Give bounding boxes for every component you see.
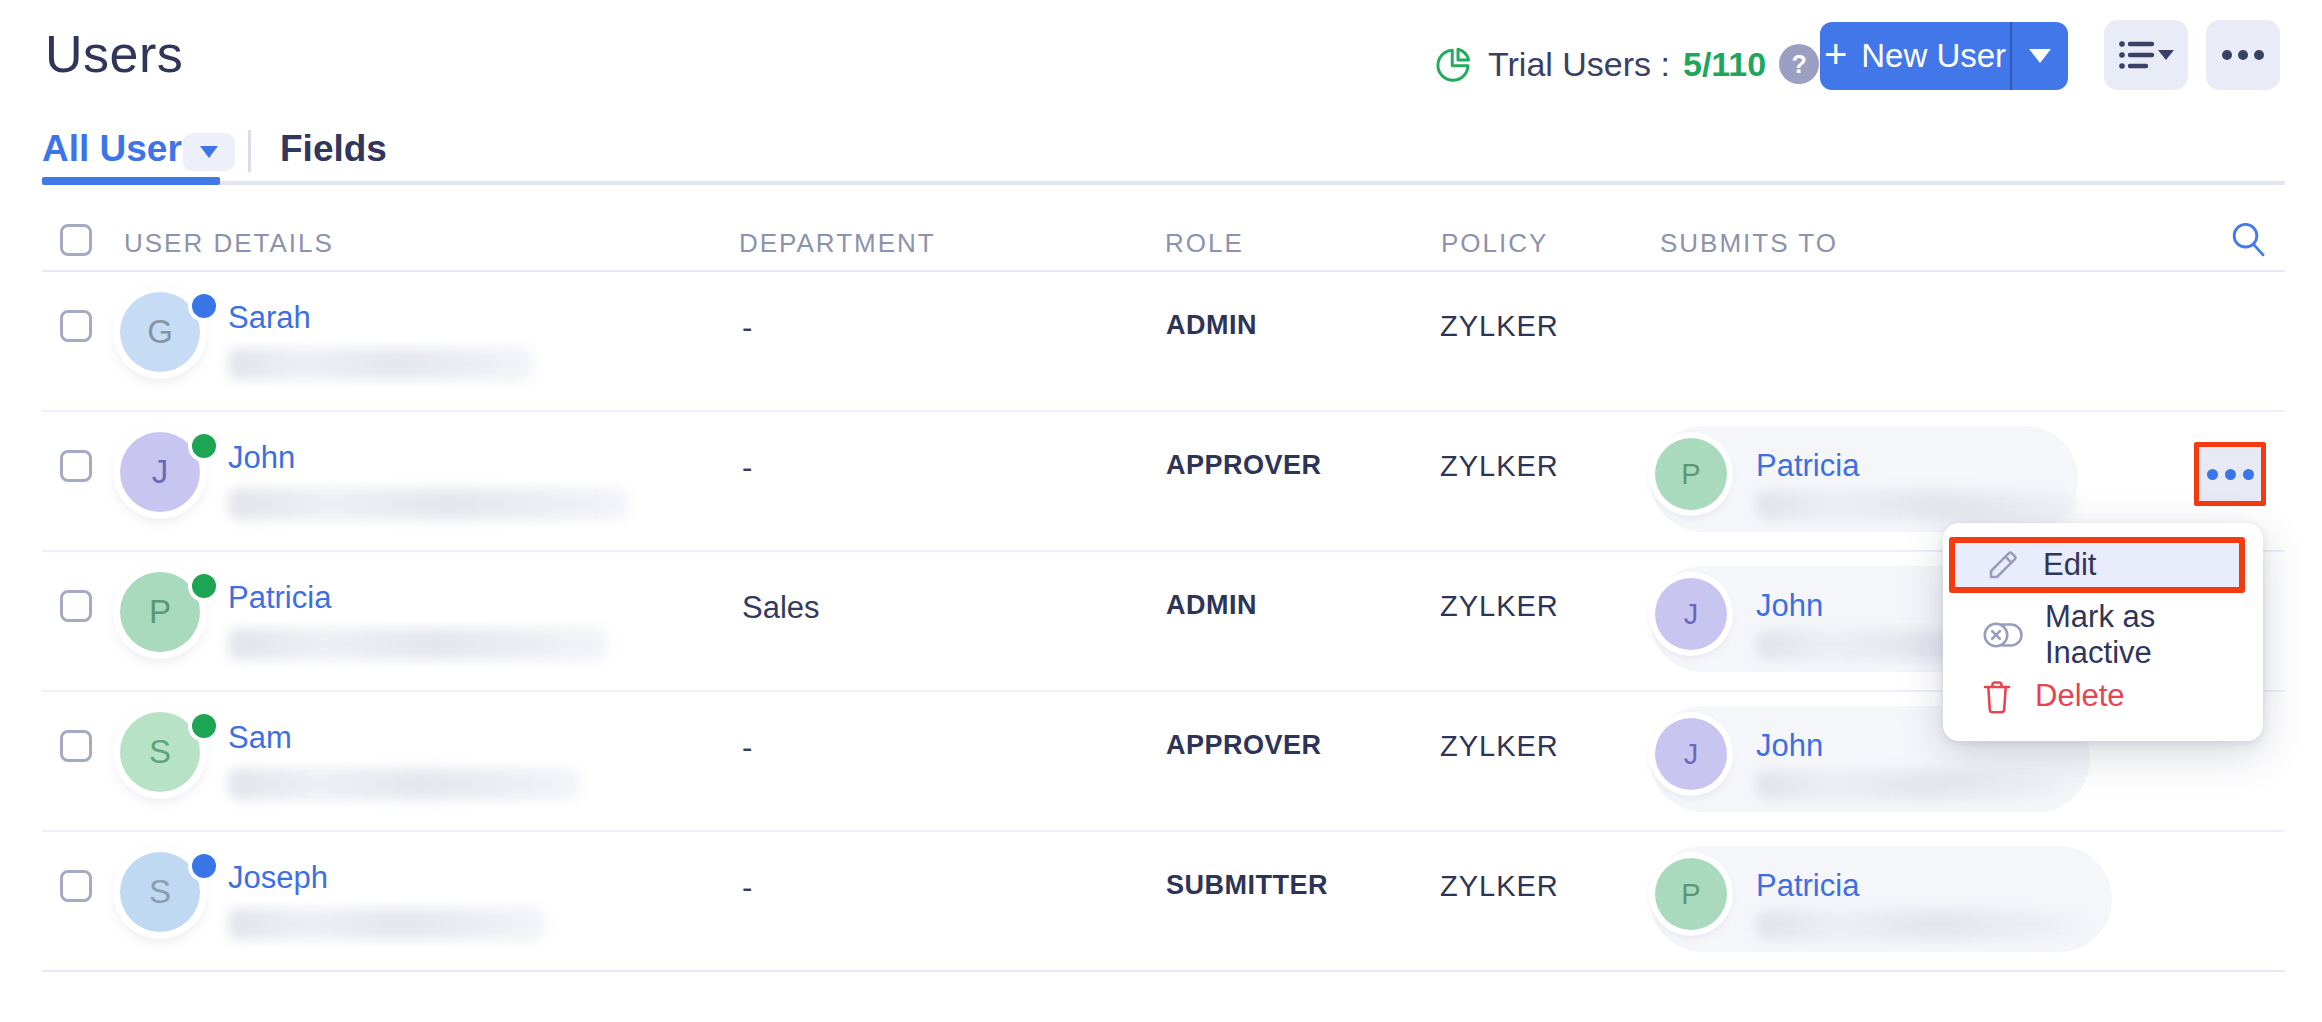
- tab-fields[interactable]: Fields: [280, 128, 387, 170]
- all-users-dropdown[interactable]: [183, 133, 235, 171]
- row-checkbox[interactable]: [60, 310, 92, 342]
- role-value: ADMIN: [1166, 590, 1257, 621]
- avatar: P: [1655, 438, 1727, 510]
- blurred-email: [1756, 490, 2076, 520]
- user-name-link[interactable]: Sam: [228, 720, 292, 756]
- row-checkbox[interactable]: [60, 730, 92, 762]
- submits-to-name-link[interactable]: John: [1756, 728, 1823, 764]
- menu-item-delete[interactable]: Delete: [1959, 668, 2247, 724]
- row-actions-menu: Edit Mark as Inactive Delete: [1943, 523, 2263, 741]
- search-icon[interactable]: [2228, 218, 2268, 260]
- blurred-email: [228, 768, 580, 800]
- plus-icon: +: [1824, 34, 1847, 74]
- department-value: -: [742, 310, 752, 346]
- select-all-checkbox[interactable]: [60, 224, 92, 256]
- department-value: -: [742, 870, 752, 906]
- menu-item-label: Delete: [2035, 678, 2125, 714]
- col-submits-to: SUBMITS TO: [1660, 228, 1838, 259]
- menu-item-edit[interactable]: Edit: [1949, 537, 2245, 593]
- tab-divider: [248, 130, 251, 172]
- status-dot: [188, 290, 220, 322]
- status-dot: [188, 850, 220, 882]
- trial-users-label: Trial Users :: [1488, 45, 1670, 84]
- table-header: USER DETAILS DEPARTMENT ROLE POLICY SUBM…: [42, 212, 2285, 272]
- department-value: -: [742, 450, 752, 486]
- active-tab-underline: [42, 177, 220, 185]
- policy-value: ZYLKER: [1440, 730, 1559, 763]
- menu-item-mark-inactive[interactable]: Mark as Inactive: [1959, 607, 2247, 663]
- blurred-email: [228, 908, 546, 940]
- list-view-icon: [2118, 36, 2174, 74]
- role-value: SUBMITTER: [1166, 870, 1328, 901]
- avatar: J: [1655, 578, 1727, 650]
- pie-chart-icon: [1433, 43, 1475, 85]
- user-name-link[interactable]: Sarah: [228, 300, 311, 336]
- page-title: Users: [45, 24, 183, 84]
- row-checkbox[interactable]: [60, 590, 92, 622]
- row-checkbox[interactable]: [60, 450, 92, 482]
- blurred-email: [1756, 910, 2086, 940]
- policy-value: ZYLKER: [1440, 590, 1559, 623]
- submits-to-chip: P Patricia: [1650, 426, 2078, 532]
- col-role: ROLE: [1165, 228, 1244, 259]
- tab-all-users[interactable]: All Users: [42, 128, 202, 170]
- trial-users-count: 5/110: [1683, 45, 1766, 84]
- toggle-inactive-icon: [1981, 620, 2023, 650]
- col-user-details: USER DETAILS: [124, 228, 334, 259]
- user-name-link[interactable]: John: [228, 440, 295, 476]
- help-icon[interactable]: ?: [1779, 44, 1819, 84]
- blurred-email: [228, 628, 608, 660]
- ellipsis-icon: [2220, 49, 2266, 61]
- status-dot: [188, 570, 220, 602]
- new-user-label: New User: [1861, 37, 2006, 75]
- new-user-button[interactable]: + New User: [1820, 22, 2068, 90]
- trash-icon: [1981, 678, 2013, 714]
- avatar: P: [1655, 858, 1727, 930]
- chevron-down-icon: [2029, 49, 2051, 63]
- table-row: G Sarah - ADMIN ZYLKER: [42, 270, 2285, 412]
- table-row: S Joseph - SUBMITTER ZYLKER P Patricia: [42, 830, 2285, 972]
- tab-track: [42, 181, 2285, 185]
- menu-item-label: Edit: [2043, 547, 2096, 583]
- role-value: APPROVER: [1166, 730, 1322, 761]
- avatar: J: [1655, 718, 1727, 790]
- role-value: ADMIN: [1166, 310, 1257, 341]
- menu-item-label: Mark as Inactive: [2045, 599, 2247, 671]
- pencil-icon: [1985, 547, 2021, 583]
- users-page: Users Trial Users : 5/110 ? + New User: [0, 0, 2322, 1022]
- view-options-button[interactable]: [2104, 20, 2188, 90]
- more-options-button[interactable]: [2206, 20, 2280, 90]
- role-value: APPROVER: [1166, 450, 1322, 481]
- submits-to-name-link[interactable]: Patricia: [1756, 448, 1859, 484]
- col-department: DEPARTMENT: [739, 228, 936, 259]
- status-dot: [188, 430, 220, 462]
- submits-to-name-link[interactable]: John: [1756, 588, 1823, 624]
- status-dot: [188, 710, 220, 742]
- blurred-email: [228, 488, 628, 520]
- user-name-link[interactable]: Patricia: [228, 580, 331, 616]
- policy-value: ZYLKER: [1440, 310, 1559, 343]
- blurred-email: [228, 348, 534, 380]
- submits-to-name-link[interactable]: Patricia: [1756, 868, 1859, 904]
- blurred-email: [1756, 770, 2066, 800]
- policy-value: ZYLKER: [1440, 870, 1559, 903]
- col-policy: POLICY: [1441, 228, 1548, 259]
- submits-to-chip: P Patricia: [1650, 846, 2112, 952]
- user-name-link[interactable]: Joseph: [228, 860, 328, 896]
- chevron-down-icon: [200, 146, 218, 158]
- policy-value: ZYLKER: [1440, 450, 1559, 483]
- department-value: -: [742, 730, 752, 766]
- new-user-dropdown[interactable]: [2010, 22, 2068, 90]
- row-checkbox[interactable]: [60, 870, 92, 902]
- row-actions-button[interactable]: [2194, 442, 2266, 506]
- trial-users-summary: Trial Users : 5/110 ?: [1433, 40, 1819, 88]
- department-value: Sales: [742, 590, 820, 626]
